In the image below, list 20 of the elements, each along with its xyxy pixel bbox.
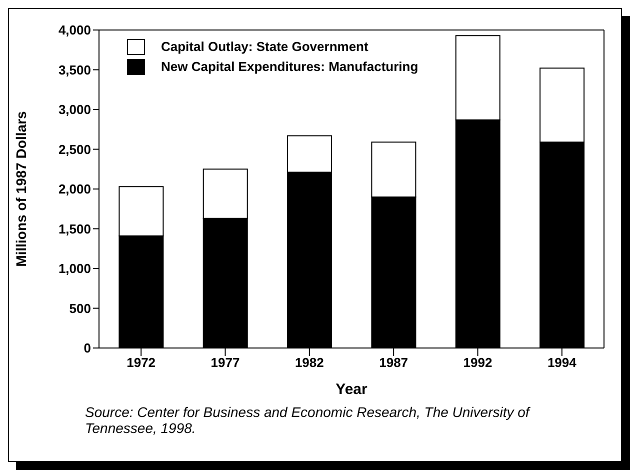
x-tick-label: 1972 <box>126 355 156 370</box>
y-tick-label: 2,000 <box>58 182 91 197</box>
y-axis-title: Millions of 1987 Dollars <box>12 110 29 267</box>
x-tick-label: 1992 <box>463 355 492 370</box>
y-tick-label: 1,500 <box>58 221 91 236</box>
y-tick-label: 3,000 <box>58 102 91 118</box>
y-tick-label: 4,000 <box>58 22 91 38</box>
x-tick-label: 1987 <box>379 355 408 370</box>
y-tick-label: 0 <box>84 340 91 356</box>
x-tick-label: 1982 <box>294 355 324 370</box>
legend-label: New Capital Expenditures: Manufacturing <box>161 58 418 76</box>
x-tick-label: 1994 <box>547 355 578 370</box>
y-tick-label: 500 <box>69 300 91 316</box>
y-tick-label: 2,500 <box>58 142 91 157</box>
y-tick-label: 3,500 <box>58 62 91 78</box>
source-note: Source: Center for Business and Economic Research, The University of Tennessee, 1998. <box>85 404 532 436</box>
x-axis-title: Year <box>336 381 368 398</box>
x-tick-label: 1977 <box>210 355 240 370</box>
legend-label: Capital Outlay: State Government <box>161 38 368 56</box>
y-tick-label: 1,000 <box>58 261 91 276</box>
